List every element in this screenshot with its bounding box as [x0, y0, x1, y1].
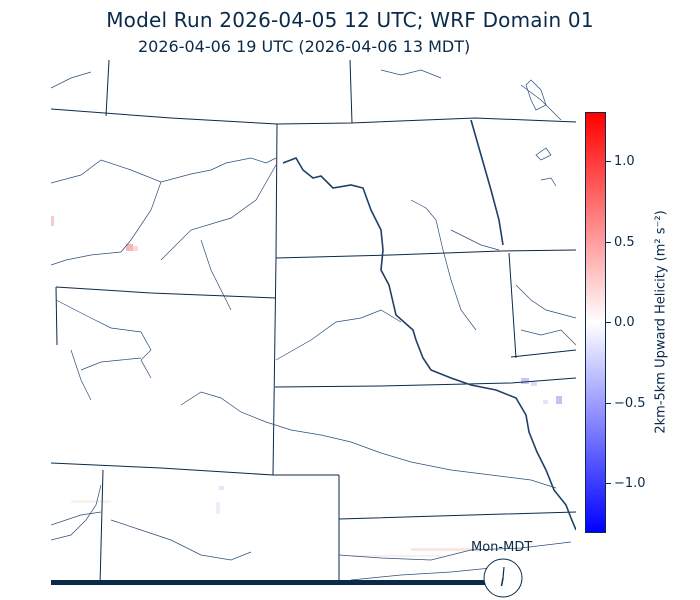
colorbar-tick-label: −1.0 [614, 476, 646, 491]
colorbar-tick-label: 1.0 [614, 154, 635, 169]
time-progress-bar [51, 580, 486, 585]
colorbar-tick-label: 0.0 [614, 315, 635, 330]
helicity-field [51, 216, 562, 557]
minor-rivers [51, 69, 576, 581]
colorbar-tick [606, 161, 611, 162]
colorbar-tick [606, 483, 611, 484]
clock-label: Mon-MDT [471, 540, 533, 555]
colorbar-tick [606, 322, 611, 323]
colorbar-tick [606, 403, 611, 404]
colorbar-tick-label: 0.5 [614, 235, 635, 250]
colorbar-tick-label: −0.5 [614, 396, 646, 411]
state-boundaries [51, 60, 576, 585]
valid-time: 2026-04-06 19 UTC (2026-04-06 13 MDT) [138, 37, 471, 56]
clock-icon [483, 558, 523, 598]
colorbar [585, 112, 606, 533]
colorbar-label: 2km-5km Upward Helicity (m² s⁻²) [653, 210, 669, 434]
map-title: Model Run 2026-04-05 12 UTC; WRF Domain … [106, 8, 594, 32]
helicity-map [51, 60, 576, 585]
colorbar-tick [606, 242, 611, 243]
rivers [282, 119, 576, 531]
